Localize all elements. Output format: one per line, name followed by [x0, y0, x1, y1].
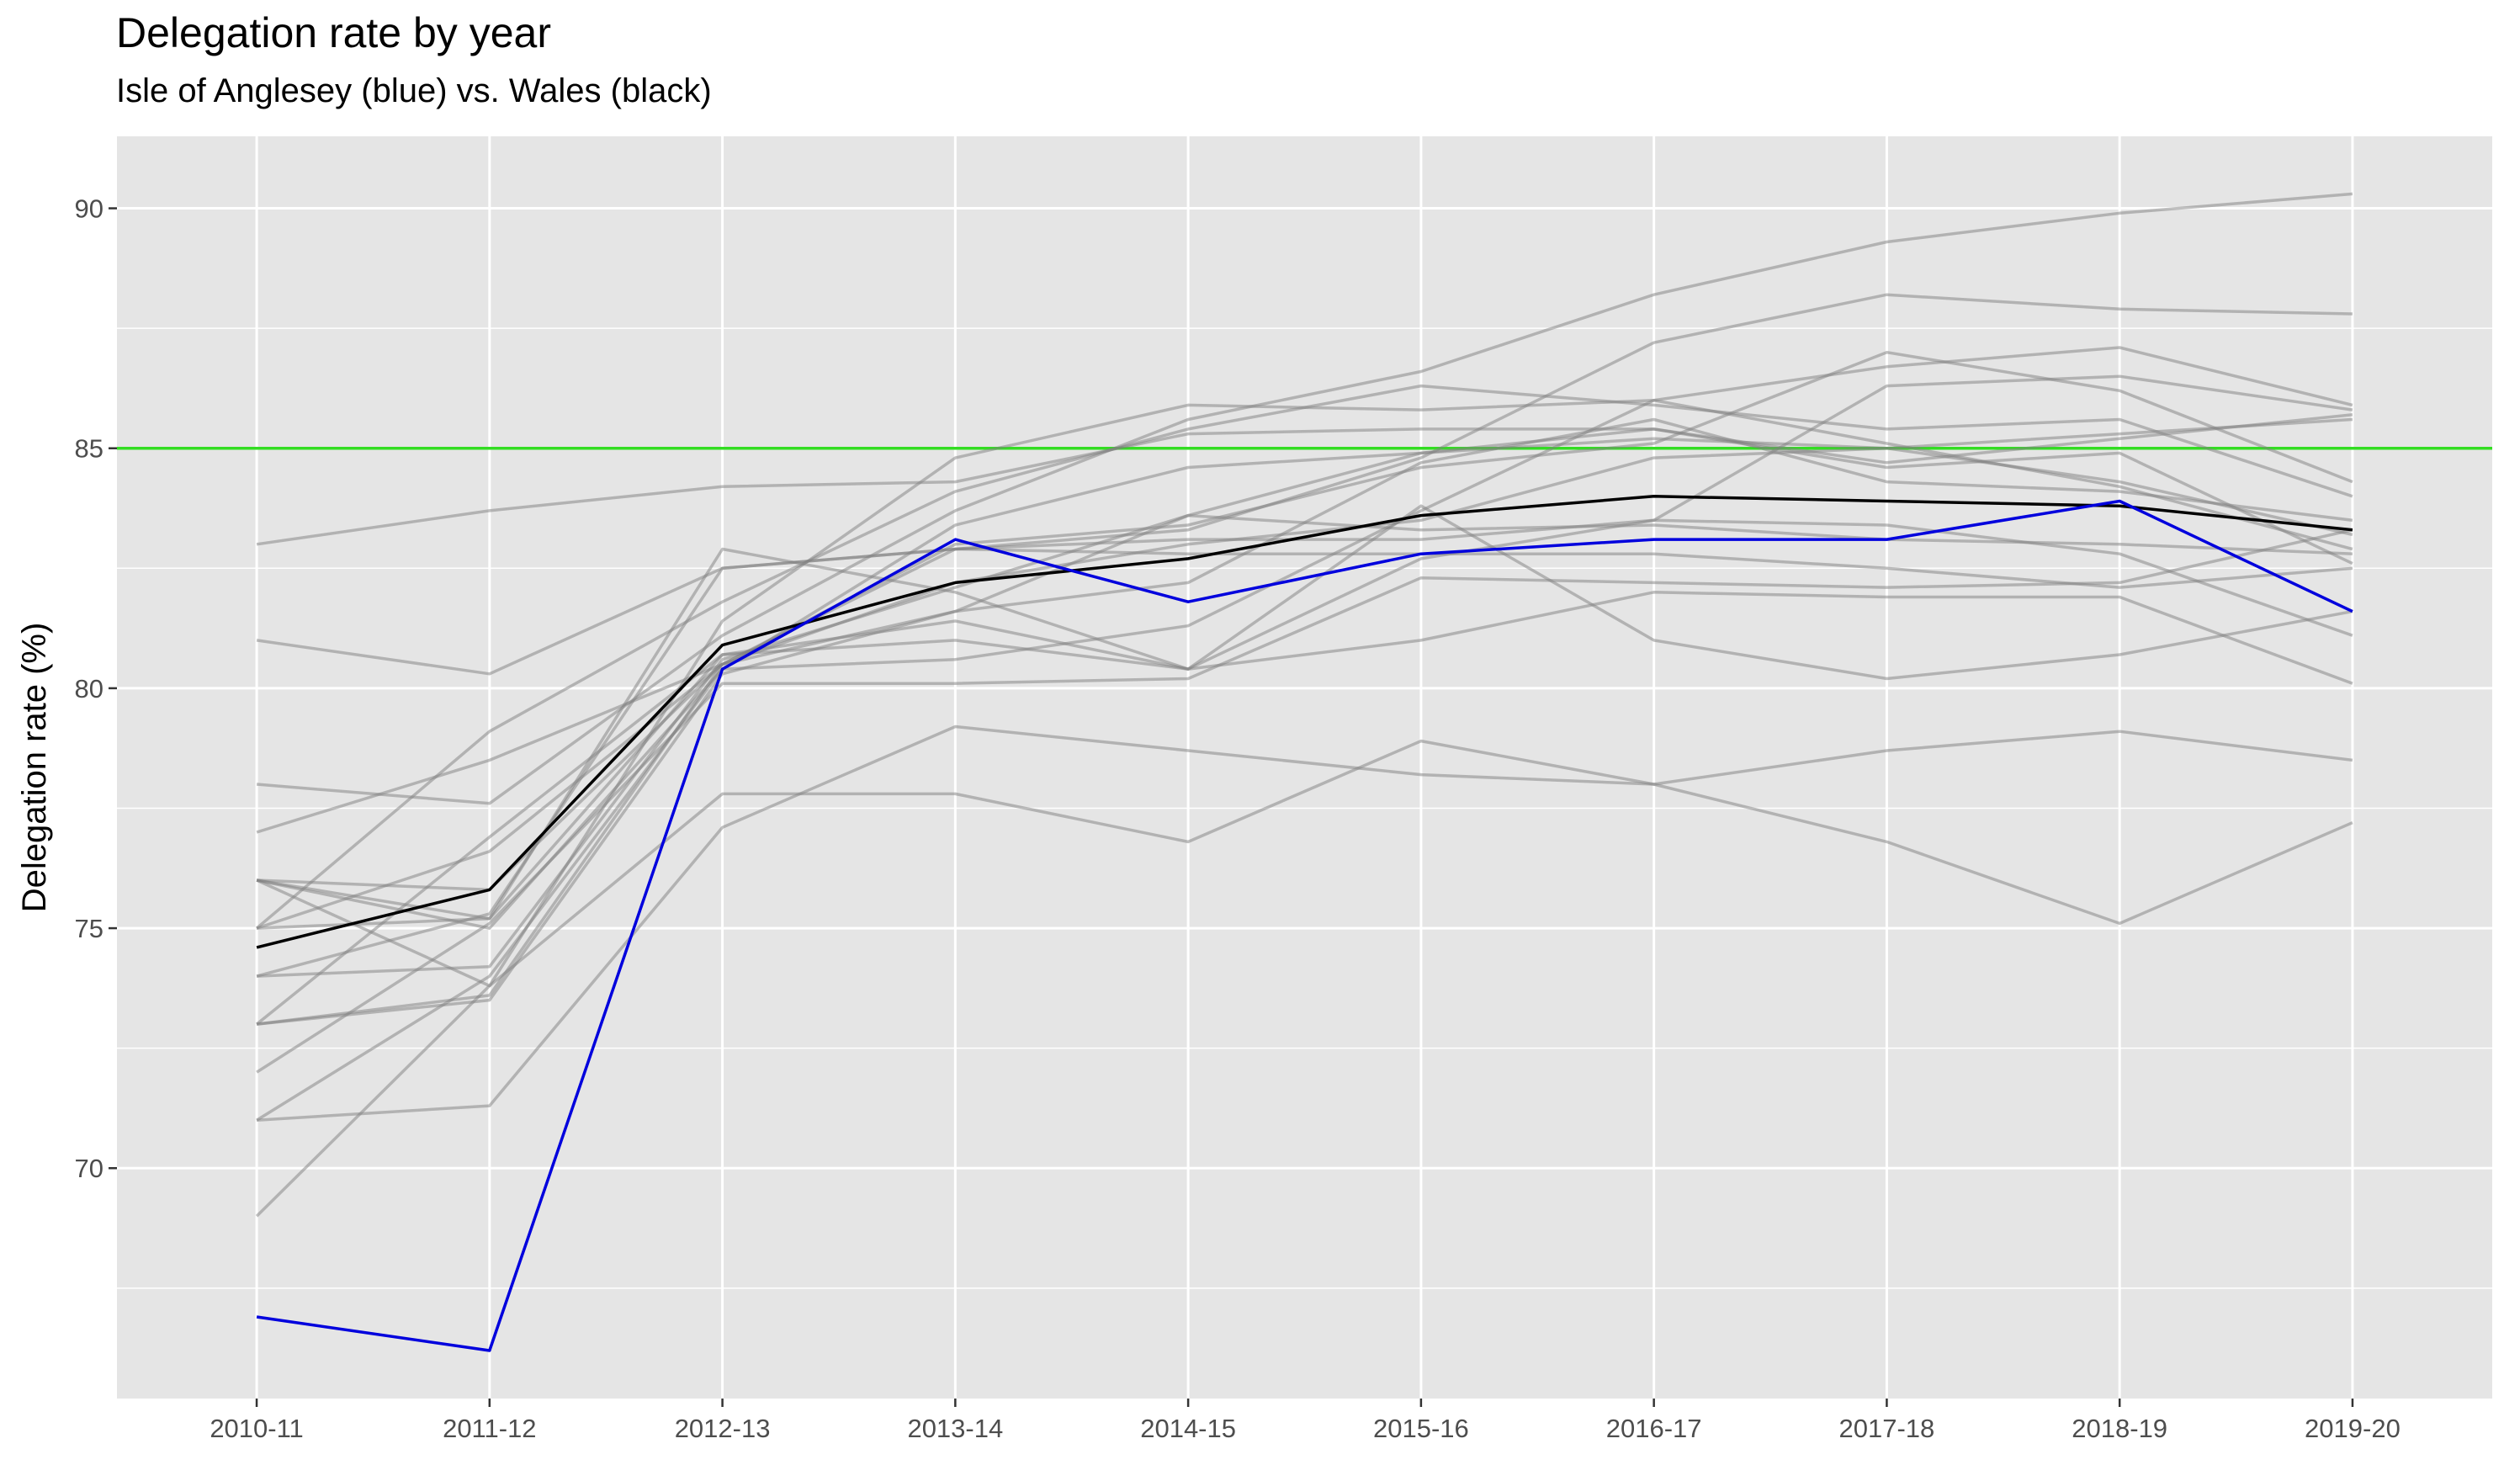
chart-title: Delegation rate by year [116, 9, 551, 56]
minor-gridlines [117, 327, 2492, 1289]
plot-panel [117, 136, 2492, 1399]
series-line-authority [256, 413, 2353, 546]
series-line-authority [256, 350, 2353, 930]
y-tick-label: 70 [75, 1154, 103, 1183]
series-line-authority [256, 528, 2353, 1074]
series-line-authority [255, 384, 2353, 930]
series-line-authority [256, 192, 2353, 805]
series-line-authority [256, 547, 2353, 676]
x-tick-label: 2014-15 [1140, 1414, 1236, 1443]
x-axis: 2010-11 2011-12 2012-13 2013-14 2014-15 2015-… [210, 1399, 2401, 1443]
x-tick-label: 2016-17 [1606, 1414, 1702, 1443]
series-line-authority [256, 504, 2353, 1026]
x-tick-label: 2013-14 [907, 1414, 1003, 1443]
series-line-authority [256, 374, 2353, 978]
x-tick-label: 2011-12 [443, 1414, 536, 1443]
series-line-authority [256, 427, 2353, 930]
series-line-authority [256, 417, 2353, 1026]
chart-subtitle: Isle of Anglesey (blue) vs. Wales (black… [116, 72, 712, 109]
series-line-authority [256, 293, 2353, 834]
series-line-authority [257, 513, 2353, 978]
series-line-authority [256, 518, 2353, 921]
series-line-authority [256, 346, 2353, 1122]
y-tick-label: 80 [75, 674, 103, 703]
y-axis-title: Delegation rate (%) [16, 623, 53, 913]
major-gridlines [117, 136, 2492, 1399]
series-line-wales [256, 495, 2353, 949]
series-line-authority [257, 591, 2353, 930]
x-tick-label: 2017-18 [1839, 1414, 1935, 1443]
series-line-authority [256, 725, 2353, 1122]
series-layer [255, 192, 2353, 1352]
y-tick-label: 75 [75, 914, 103, 943]
y-tick-label: 85 [75, 434, 103, 464]
series-line-authority [255, 739, 2353, 1218]
x-tick-label: 2018-19 [2072, 1414, 2167, 1443]
x-tick-label: 2010-11 [210, 1414, 303, 1443]
x-tick-label: 2012-13 [675, 1414, 771, 1443]
series-line-anglesey [256, 499, 2353, 1352]
y-tick-label: 90 [75, 194, 103, 224]
series-line-authority [256, 446, 2353, 1026]
y-axis: 70 75 80 85 90 [75, 194, 117, 1183]
x-tick-label: 2019-20 [2305, 1414, 2401, 1443]
x-tick-label: 2015-16 [1373, 1414, 1469, 1443]
